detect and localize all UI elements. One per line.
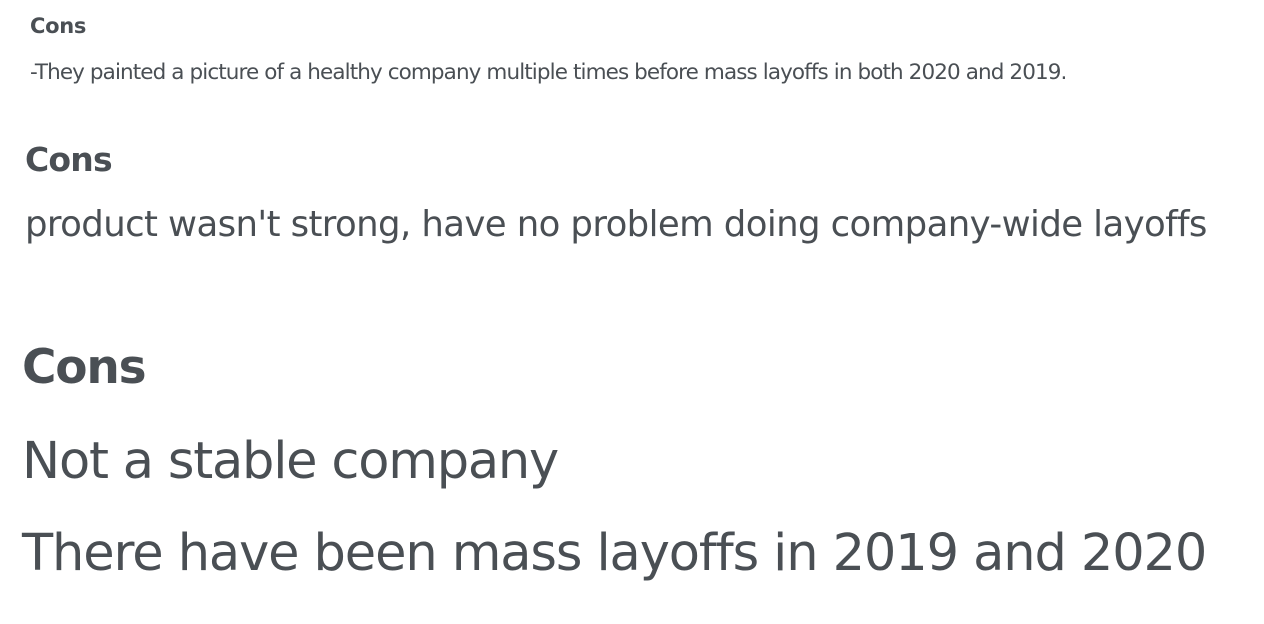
cons-heading: Cons <box>30 14 87 38</box>
cons-text: product wasn't strong, have no problem d… <box>25 204 1207 245</box>
cons-heading: Cons <box>22 340 147 395</box>
cons-heading: Cons <box>25 140 113 179</box>
cons-text-line-1: Not a stable company <box>22 432 559 491</box>
cons-text-line-2: There have been mass layoffs in 2019 and… <box>22 524 1207 583</box>
cons-text: -They painted a picture of a healthy com… <box>30 60 1067 85</box>
